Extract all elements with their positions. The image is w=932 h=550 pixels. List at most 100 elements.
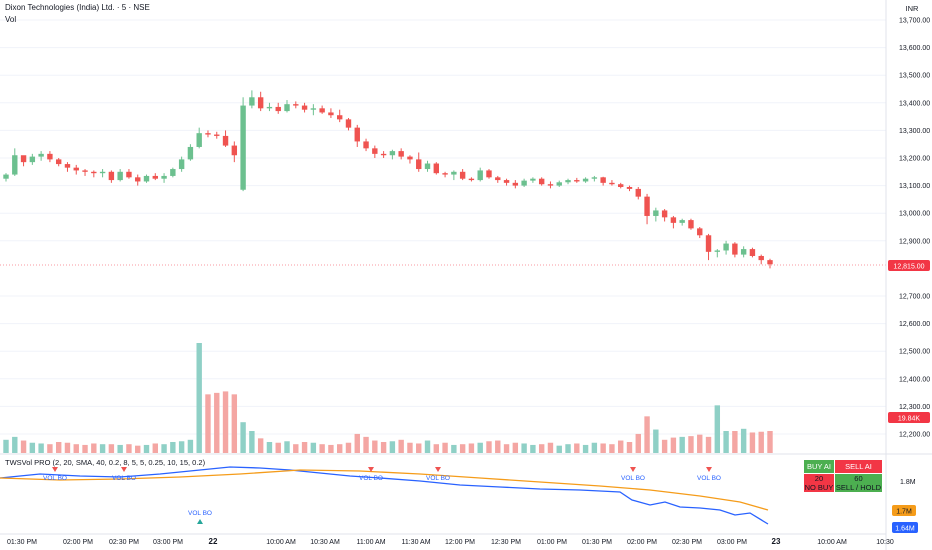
volume-legend[interactable]: Vol [5,15,17,24]
candlesticks [3,90,773,269]
volume-bar [108,444,115,453]
volume-bar [670,437,677,453]
volume-bar [451,444,457,453]
candle-body [20,155,27,163]
time-tick: 12:00 PM [445,539,475,546]
price-tick: 12,300.00 [899,404,930,411]
signal-arrow-down [368,467,374,472]
time-axis[interactable]: 01:30 PM 02:00 PM 02:30 PM 03:00 PM 22 10:00 … [7,537,894,546]
candle-body [635,188,641,197]
price-tick: 13,500.00 [899,73,930,80]
volume-bar [714,405,721,453]
indicator-axis-tick: 1.8M [900,479,916,486]
volume-bar [389,441,396,453]
volume-bar [688,436,694,453]
candle-body [556,182,562,186]
time-tick: 03:00 PM [717,539,747,546]
volume-bar [310,442,317,453]
volume-bar [486,441,492,453]
candle-body [82,170,88,172]
candle-body [512,182,519,186]
price-tick: 13,000.00 [899,211,930,218]
time-tick: 02:30 PM [672,539,702,546]
volume-bar [178,441,185,453]
volume-bar [266,442,273,453]
candle-body [328,112,334,116]
candle-body [135,177,141,182]
volume-bar [143,444,150,453]
volume-bar [345,442,352,453]
volume-bar [697,434,703,453]
candle-body [301,105,308,110]
volume-bar [328,444,334,453]
candle-body [380,153,387,156]
volume-bar [135,445,141,453]
signal-arrow-down [435,467,441,472]
currency-button[interactable]: INR [905,4,919,13]
candle-body [679,220,685,223]
volume-bar [222,391,229,453]
candle-body [91,171,97,174]
candle-body [740,249,747,255]
signal-arrow-up [197,519,203,524]
volume-bar [495,440,501,453]
candle-body [337,115,343,120]
candle-body [284,104,290,112]
candle-body [222,135,229,146]
candle-body [591,177,598,179]
volume-badge-value: 19.84K [898,416,921,423]
sell-ai-status: SELL / HOLD [835,483,882,492]
volume-bar [477,442,483,453]
volume-bar [556,445,562,453]
candle-body [389,151,396,156]
time-tick: 01:00 PM [537,539,567,546]
volume-bar [609,444,615,453]
volume-bar [626,442,633,453]
candle-body [600,177,606,183]
candle-body [670,217,677,223]
candle-body [293,104,299,106]
signal-label: VOL BO [621,475,645,482]
volume-bar [170,442,176,453]
volume-bars [3,343,773,453]
price-tick: 12,600.00 [899,321,930,328]
candle-body [416,159,422,170]
volume-bar [99,444,106,453]
volume-bar [740,428,747,453]
candle-body [64,164,71,168]
price-tick: 13,700.00 [899,18,930,25]
sell-ai-cell: 60 SELL / HOLD [833,473,884,493]
volume-bar [73,444,79,453]
signal-label: VOL BO [359,475,383,482]
buy-ai-status: NO BUY [804,483,834,492]
signal-label: VOL BO [188,510,212,517]
last-price-badge [888,260,930,271]
candle-body [565,180,571,183]
volume-bar [644,416,650,453]
volume-bar [372,440,378,453]
indicator-title[interactable]: TWSVol PRO (2, 20, SMA, 40, 0.2, 8, 5, 5… [5,458,206,467]
time-tick: 12:30 PM [491,539,521,546]
vol-bo-signals: VOL BO VOL BO VOL BO VOL BO VOL BO VOL BO VOL … [43,467,721,524]
symbol-title[interactable]: Dixon Technologies (India) Ltd. · 5 · NS… [5,3,150,12]
candle-body [538,178,545,185]
candle-body [55,159,62,165]
volume-bar [12,436,18,453]
volume-bar [214,392,220,453]
volume-bar [64,442,71,453]
volume-bar [705,436,712,453]
candle-body [433,163,439,174]
time-tick: 22 [209,537,218,546]
price-axis[interactable]: 13,700.00 13,600.00 13,500.00 13,400.00 13,3… [899,18,930,439]
volume-bar [363,436,369,453]
volume-bar [231,394,238,453]
price-tick: 12,500.00 [899,349,930,356]
volume-bar [574,443,580,453]
time-tick: 11:30 AM [401,539,430,546]
signal-label: VOL BO [697,475,721,482]
candle-body [363,141,369,149]
signal-arrow-down [121,467,127,472]
candle-body [503,180,510,183]
candle-body [117,171,123,181]
